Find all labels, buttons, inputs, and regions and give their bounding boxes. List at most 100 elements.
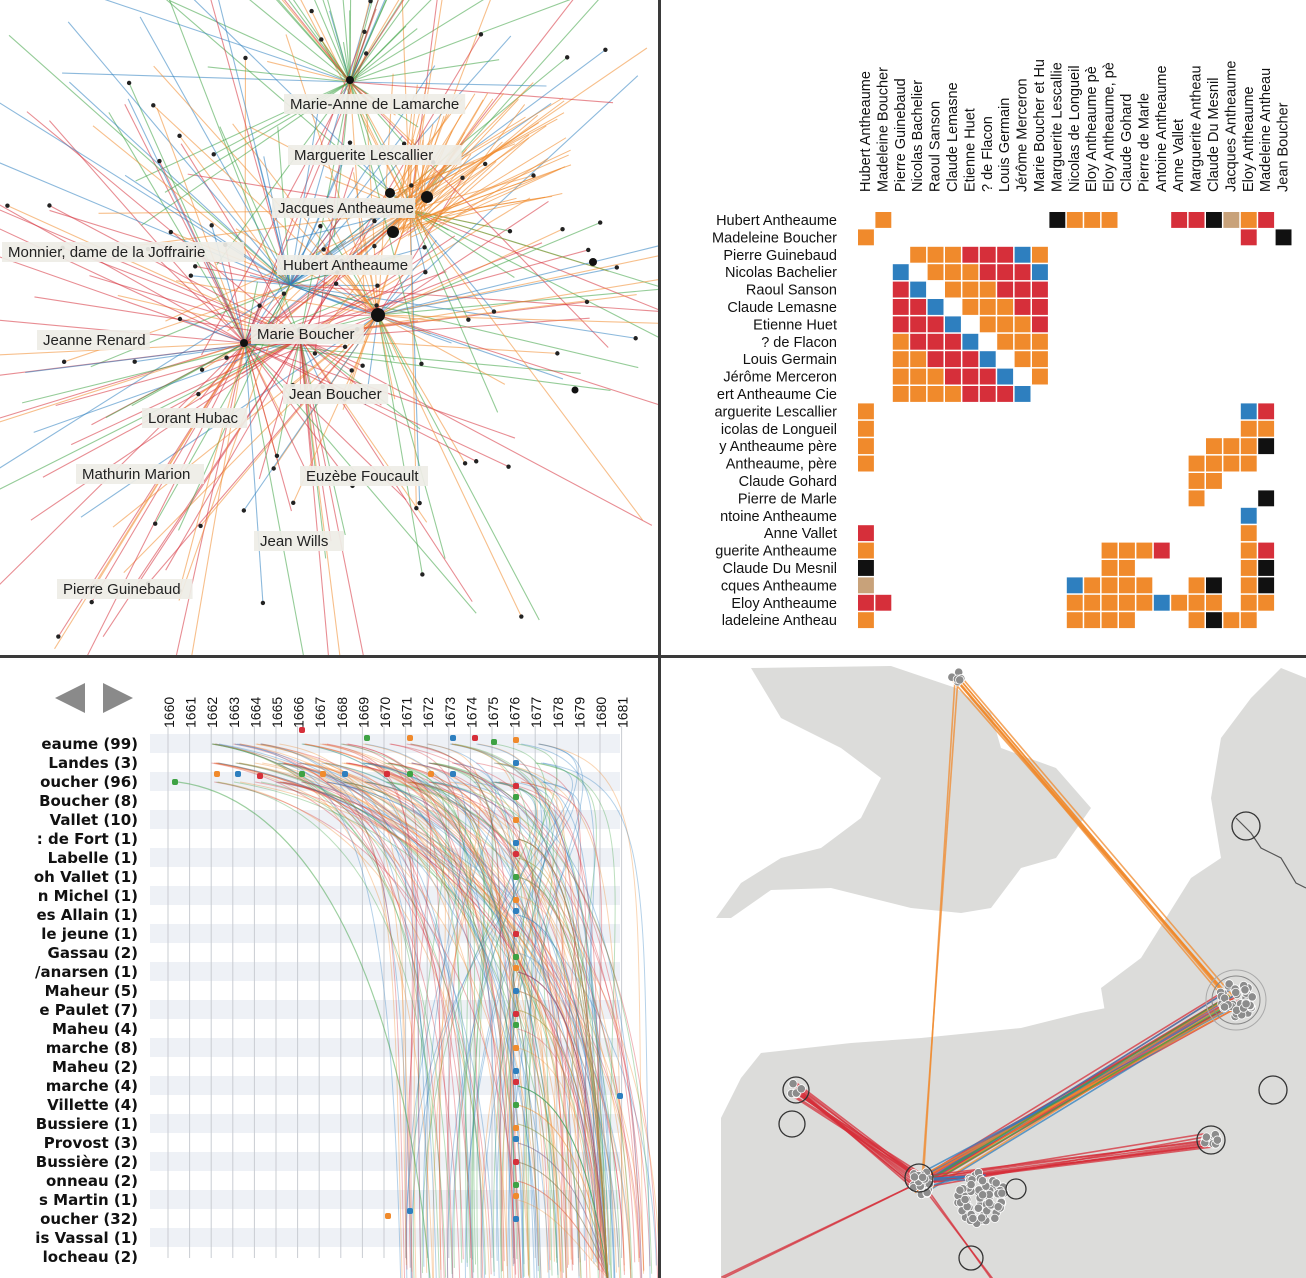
matrix-cell[interactable]: [1240, 525, 1257, 542]
cluster-node-icon[interactable]: [960, 1194, 970, 1205]
network-node[interactable]: [241, 508, 247, 513]
matrix-cell[interactable]: [1032, 351, 1048, 368]
geographic-map[interactable]: [661, 658, 1306, 1278]
matrix-row-label[interactable]: Claude Gohard: [739, 474, 837, 490]
matrix-column-label[interactable]: Anne Vallet: [1171, 119, 1187, 192]
matrix-cell[interactable]: [1258, 403, 1275, 420]
matrix-cell[interactable]: [858, 525, 874, 542]
matrix-cell[interactable]: [945, 264, 961, 281]
network-node[interactable]: [260, 600, 266, 606]
matrix-cell[interactable]: [1032, 246, 1048, 263]
network-node[interactable]: [89, 599, 94, 605]
matrix-cell[interactable]: [1188, 577, 1205, 594]
cluster-node-icon[interactable]: [909, 1172, 920, 1182]
matrix-cell[interactable]: [910, 333, 927, 350]
matrix-cell[interactable]: [927, 246, 944, 263]
matrix-cell[interactable]: [927, 351, 944, 368]
network-node[interactable]: [177, 133, 182, 139]
event-dot[interactable]: [513, 760, 519, 766]
matrix-row-label[interactable]: ert Antheaume Cie: [717, 387, 837, 403]
network-node[interactable]: [417, 500, 422, 506]
matrix-cell[interactable]: [1014, 351, 1031, 368]
matrix-cell[interactable]: [927, 316, 944, 333]
matrix-column-label[interactable]: Madeleine Antheau: [1258, 68, 1274, 192]
matrix-column-label[interactable]: Pierre Guinebaud: [893, 78, 909, 192]
matrix-row-label[interactable]: Claude Du Mesnil: [723, 561, 837, 577]
network-node[interactable]: [363, 51, 369, 56]
timeline-chart[interactable]: 1660 1661 1662 1663 1664 1665 1666 1667 1668 1669…: [0, 658, 658, 1278]
matrix-cell[interactable]: [875, 594, 892, 611]
event-dot[interactable]: [320, 771, 326, 777]
matrix-cell[interactable]: [1119, 577, 1135, 594]
matrix-cell[interactable]: [962, 368, 979, 385]
matrix-cell[interactable]: [962, 333, 979, 350]
node-label[interactable]: Euzèbe Foucault: [306, 468, 419, 485]
matrix-column-label[interactable]: Eloy Antheaume: [1241, 86, 1257, 192]
network-node[interactable]: [151, 103, 156, 108]
network-node[interactable]: [349, 368, 354, 373]
matrix-cell[interactable]: [927, 299, 944, 315]
location-ring[interactable]: [1005, 1178, 1027, 1200]
matrix-cell[interactable]: [1258, 542, 1275, 559]
entity-row-label[interactable]: oucher (32): [40, 1210, 138, 1228]
matrix-cell[interactable]: [1119, 542, 1135, 559]
matrix-cell[interactable]: [979, 299, 996, 315]
matrix-cell[interactable]: [892, 386, 909, 402]
matrix-cell[interactable]: [858, 560, 874, 576]
matrix-cell[interactable]: [1101, 560, 1118, 576]
entity-row-label[interactable]: is Vassal (1): [35, 1229, 138, 1247]
entity-row-label[interactable]: s Martin (1): [39, 1191, 138, 1209]
matrix-cell[interactable]: [858, 577, 874, 594]
matrix-cell[interactable]: [1258, 420, 1275, 437]
network-node[interactable]: [474, 459, 479, 464]
matrix-cell[interactable]: [945, 351, 961, 368]
matrix-column-label[interactable]: Marie Boucher et Hu: [1032, 59, 1048, 192]
matrix-row-label[interactable]: ntoine Antheaume: [720, 509, 837, 525]
matrix-cell[interactable]: [962, 246, 979, 263]
matrix-cell[interactable]: [858, 229, 874, 246]
location-ring[interactable]: [958, 1245, 984, 1271]
entity-row-label[interactable]: Maheu (2): [52, 1058, 138, 1076]
matrix-cell[interactable]: [1240, 560, 1257, 576]
matrix-cell[interactable]: [1223, 612, 1240, 629]
matrix-cell[interactable]: [892, 316, 909, 333]
network-node[interactable]: [419, 361, 424, 367]
matrix-cell[interactable]: [1084, 212, 1101, 228]
network-node[interactable]: [153, 521, 158, 526]
matrix-cell[interactable]: [858, 594, 874, 611]
network-node[interactable]: [560, 226, 565, 232]
matrix-cell[interactable]: [858, 612, 874, 629]
matrix-cell[interactable]: [1084, 577, 1101, 594]
event-dot[interactable]: [257, 773, 263, 779]
node-label[interactable]: Mathurin Marion: [82, 466, 190, 483]
matrix-cell[interactable]: [1066, 212, 1083, 228]
entity-row-label[interactable]: Provost (3): [44, 1134, 138, 1152]
event-dot[interactable]: [513, 1193, 519, 1199]
matrix-row-label[interactable]: Hubert Antheaume: [716, 213, 837, 229]
matrix-row-label[interactable]: Louis Germain: [743, 352, 837, 368]
event-dot[interactable]: [513, 908, 519, 914]
network-node[interactable]: [274, 453, 280, 459]
location-ring[interactable]: [904, 1163, 934, 1193]
matrix-cell[interactable]: [1240, 420, 1257, 437]
event-dot[interactable]: [513, 1022, 519, 1028]
matrix-cell[interactable]: [1032, 333, 1048, 350]
timeline-view[interactable]: 1660 1661 1662 1663 1664 1665 1666 1667 1668 1669…: [0, 658, 658, 1278]
matrix-cell[interactable]: [910, 299, 927, 315]
matrix-row-label[interactable]: ? de Flacon: [761, 335, 837, 351]
event-dot[interactable]: [428, 771, 434, 777]
matrix-column-label[interactable]: Nicolas de Longueil: [1067, 65, 1083, 192]
matrix-cell[interactable]: [1171, 212, 1188, 228]
event-dot[interactable]: [407, 1208, 413, 1214]
network-node[interactable]: [372, 218, 377, 224]
matrix-cell[interactable]: [1049, 212, 1066, 228]
network-node[interactable]: [371, 308, 385, 322]
matrix-cell[interactable]: [1032, 299, 1048, 315]
entity-row-label[interactable]: Maheu (4): [52, 1020, 138, 1038]
event-dot[interactable]: [513, 1125, 519, 1131]
matrix-cell[interactable]: [997, 368, 1014, 385]
matrix-cell[interactable]: [858, 455, 874, 472]
matrix-column-label[interactable]: Marguerite Lescallie: [1049, 62, 1065, 192]
matrix-cell[interactable]: [1014, 386, 1031, 402]
event-dot[interactable]: [513, 1102, 519, 1108]
